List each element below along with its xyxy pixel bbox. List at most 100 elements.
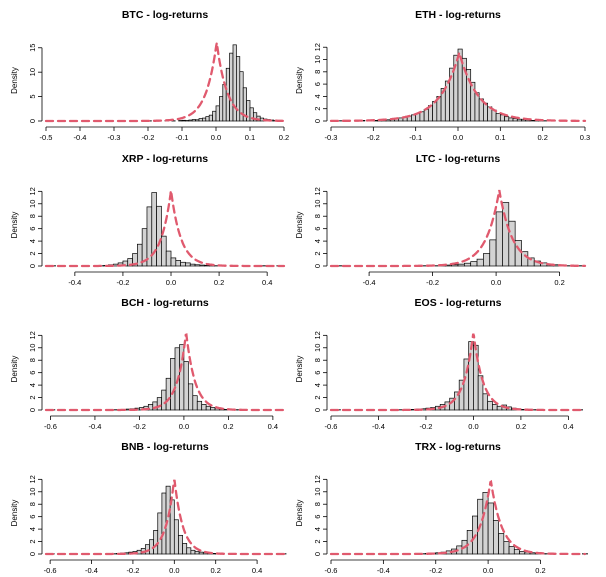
histogram-bar [492,404,498,411]
histogram-bar [198,551,204,555]
histogram-bar [466,69,472,122]
y-axis-label: Density [10,212,19,239]
histogram-bar [508,220,516,267]
density-curve [329,189,587,268]
y-tick-label: 0 [28,264,37,268]
x-tick-label: -0.2 [429,566,442,575]
y-tick-label: 0 [28,119,37,123]
y-tick-label: 12 [313,475,322,483]
y-tick-label: 10 [28,200,37,208]
histogram-bar [212,110,217,122]
histogram-bar [487,502,494,555]
y-tick-label: 2 [28,251,37,255]
y-tick-label: 5 [28,95,37,99]
panel-btc: BTC - log-returns Density -0.5 -0.4 -0.3 -0.2… [10,9,289,142]
panel-title: LTC - log-returns [416,153,501,165]
histogram-bar [194,551,200,555]
y-tick-label: 4 [313,527,322,531]
histogram-bar [236,56,241,122]
y-tick-label: 0 [313,552,322,556]
x-tick-label: 0.0 [179,422,189,431]
panel-trx: TRX - log-returns Density -0.6 -0.4 -0.2 0.0 0… [295,441,588,575]
x-tick-label: -0.6 [44,422,57,431]
histogram-bar [229,52,234,122]
density-curve [44,479,286,556]
density-curve [44,42,286,123]
y-tick-label: 8 [28,502,37,506]
histogram-bar [474,92,480,122]
histogram-bar [180,261,186,267]
y-tick-label: 2 [313,539,322,543]
histogram-bar [165,485,171,555]
histogram-bar [198,118,203,122]
panel-title: BNB - log-returns [121,441,209,453]
histogram-bar [503,541,510,555]
x-tick-label: -0.2 [126,566,139,575]
histogram-bar [470,261,478,267]
x-tick-label: 0.0 [453,133,463,142]
y-tick-label: 6 [313,515,322,519]
x-tick-label: -0.6 [44,566,57,575]
y-tick-label: 2 [313,251,322,255]
histogram-bar [191,119,196,122]
histogram-bar [483,102,488,122]
x-tick-label: 0.2 [279,133,289,142]
density-curve [329,333,587,412]
histogram-bar [208,114,213,122]
histogram-bar [432,100,438,122]
y-tick-label: 10 [313,344,322,352]
histogram-bar [210,407,216,411]
x-tick-label: 0.2 [223,422,233,431]
histogram-bar [170,358,176,411]
y-tick-label: 10 [313,200,322,208]
histogram-bar [495,113,501,122]
histogram-bar [219,96,224,122]
x-tick-label: -0.4 [377,566,390,575]
x-tick-label: -0.2 [133,422,146,431]
y-tick-label: 0 [313,264,322,268]
y-axis-label: Density [295,212,304,239]
y-tick-label: 8 [28,214,37,218]
panel-title: XRP - log-returns [122,153,208,165]
x-tick-label: -0.6 [325,422,338,431]
histogram-bar [185,262,191,267]
y-tick-label: 8 [313,502,322,506]
x-tick-label: -0.4 [372,422,385,431]
x-tick-label: 0.0 [491,278,501,287]
x-tick-label: 0.0 [169,566,179,575]
histogram-bar [457,263,465,267]
histogram-bar [493,520,499,555]
y-tick-label: 2 [313,107,322,111]
y-tick-label: 6 [28,227,37,231]
histogram-bar [468,341,474,411]
histogram-bar [519,551,526,555]
x-tick-label: 0.1 [495,133,505,142]
panel-bnb: BNB - log-returns Density -0.6 -0.4 -0.2 0.0 0… [10,441,287,575]
y-tick-label: 4 [28,527,37,531]
y-tick-label: 6 [313,227,322,231]
histogram-bar [188,119,193,122]
histogram-bar [156,397,163,411]
histogram-bar [201,404,207,411]
y-tick-label: 8 [313,358,322,362]
histogram-bar [153,530,159,555]
x-tick-label: -0.2 [142,133,155,142]
histogram-bar [199,264,206,267]
y-tick-label: 6 [28,515,37,519]
y-tick-label: 8 [313,70,322,74]
density-curve [329,48,587,123]
histogram-bar [483,253,491,267]
histogram-bar [157,512,163,555]
y-tick-label: 12 [28,475,37,483]
histogram-bar [188,383,194,411]
y-tick-label: 6 [28,371,37,375]
histogram-bar [476,258,484,267]
y-axis-label: Density [295,356,304,383]
x-tick-label: 0.2 [535,566,545,575]
histogram-bar [194,264,201,267]
histogram-bar [170,257,177,267]
y-tick-label: 6 [313,371,322,375]
histogram-bar [514,240,522,267]
y-tick-label: 4 [28,383,37,387]
